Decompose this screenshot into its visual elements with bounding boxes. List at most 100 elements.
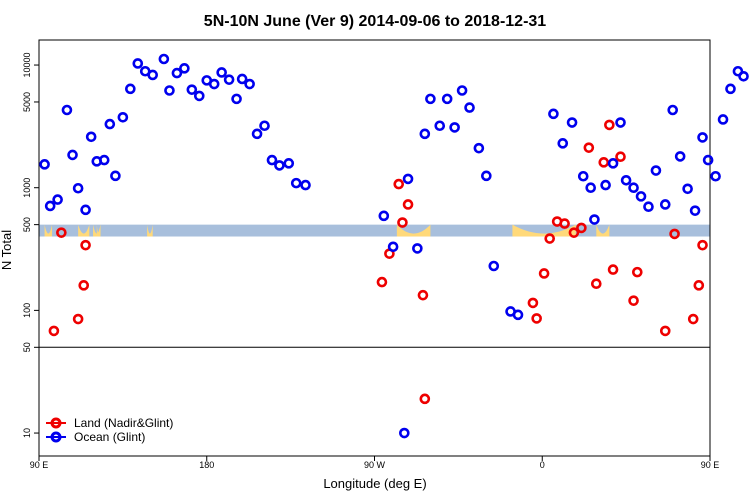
ocean-point <box>473 142 485 154</box>
ocean-point <box>125 83 136 95</box>
ocean-point <box>117 111 129 123</box>
ocean-point <box>231 93 242 105</box>
y-tick-label: 50 <box>22 342 32 352</box>
data-points <box>39 53 749 439</box>
land-point <box>687 313 699 325</box>
land-point <box>576 222 587 234</box>
land-point <box>669 228 680 240</box>
ocean-point <box>266 154 278 166</box>
land-band-segment <box>78 224 90 237</box>
land-band-segment <box>147 224 153 237</box>
ocean-point <box>110 170 121 182</box>
y-tick-label: 100 <box>22 303 32 318</box>
legend-land-label: Land (Nadir&Glint) <box>74 416 173 430</box>
ocean-point <box>193 90 205 102</box>
ocean-point <box>607 158 619 169</box>
ocean-point <box>682 183 693 195</box>
ocean-point <box>674 151 686 162</box>
ocean-point <box>80 204 91 216</box>
ocean-point <box>441 93 453 105</box>
ocean-point <box>689 205 701 216</box>
y-tick-label: 1000 <box>22 178 32 198</box>
land-point <box>598 157 610 168</box>
land-point <box>397 217 408 228</box>
land-point <box>419 393 431 405</box>
y-tick-label: 10000 <box>22 53 32 78</box>
ocean-point <box>171 67 183 79</box>
ocean-point <box>52 194 63 205</box>
legend-land-marker <box>50 417 62 429</box>
ocean-point <box>274 160 285 171</box>
ocean-point <box>147 69 158 81</box>
y-tick-label: 500 <box>22 217 32 232</box>
x-tick-label: 90 E <box>701 460 720 470</box>
land-point <box>568 227 580 238</box>
ocean-point <box>577 170 589 182</box>
land-band-segment <box>93 224 101 237</box>
ocean-point <box>216 67 227 78</box>
ocean-point <box>39 159 50 170</box>
land-point <box>607 264 619 275</box>
y-axis-label: N Total <box>0 230 14 270</box>
legend: Land (Nadir&Glint) Ocean (Glint) <box>46 416 173 444</box>
ocean-point <box>585 182 597 194</box>
ocean-point <box>512 309 524 321</box>
x-tick-label: 180 <box>199 460 214 470</box>
x-tick-label: 90 E <box>30 460 49 470</box>
ocean-point <box>164 85 175 96</box>
x-tick-label: 0 <box>540 460 545 470</box>
ocean-point <box>67 149 78 161</box>
ocean-point <box>548 108 559 120</box>
plot-frame <box>38 39 711 457</box>
land-point <box>402 199 414 210</box>
land-point <box>56 227 67 238</box>
ocean-point <box>717 114 729 125</box>
ocean-point <box>387 241 399 253</box>
land-point <box>531 313 542 324</box>
ocean-point <box>85 131 97 143</box>
x-axis-label: Longitude (deg E) <box>323 476 426 491</box>
ocean-point <box>419 128 431 140</box>
ocean-point <box>290 177 302 189</box>
land-point <box>693 280 705 291</box>
ocean-point <box>667 104 679 116</box>
land-point <box>78 280 90 291</box>
ocean-point <box>399 427 410 439</box>
ocean-point <box>650 165 662 176</box>
y-tick-label: 5000 <box>22 92 32 112</box>
ocean-point <box>61 104 73 116</box>
ocean-band <box>39 224 710 237</box>
axes: 90 E 180 90 W 0 90 E 10 50 100 500 1000 5000 10000 <box>22 39 720 470</box>
ocean-point <box>738 70 749 82</box>
ocean-point <box>179 63 190 74</box>
ocean-point <box>300 179 311 191</box>
land-point <box>48 325 60 337</box>
ocean-point <box>236 73 248 85</box>
ocean-point <box>402 173 414 185</box>
land-point <box>559 218 570 229</box>
ocean-point <box>72 182 84 194</box>
ocean-point <box>702 154 714 166</box>
land-point <box>583 142 595 153</box>
ocean-point <box>208 78 220 90</box>
ocean-point <box>456 85 468 96</box>
land-point <box>628 295 639 306</box>
legend-ocean-label: Ocean (Glint) <box>74 430 145 444</box>
ocean-point <box>104 118 116 130</box>
ocean-point <box>643 201 654 213</box>
land-point <box>659 325 671 337</box>
ocean-point <box>481 170 492 182</box>
ocean-point <box>589 214 600 225</box>
land-point <box>632 266 643 278</box>
ocean-point <box>725 83 736 95</box>
ocean-point <box>98 154 110 166</box>
ocean-point <box>628 182 639 194</box>
ocean-point <box>566 117 578 128</box>
ocean-point <box>615 117 626 128</box>
land-point <box>393 178 405 190</box>
land-band-segment <box>396 224 431 237</box>
ocean-point <box>283 158 295 169</box>
legend-ocean-marker <box>50 431 62 443</box>
land-band-segment <box>512 224 576 237</box>
